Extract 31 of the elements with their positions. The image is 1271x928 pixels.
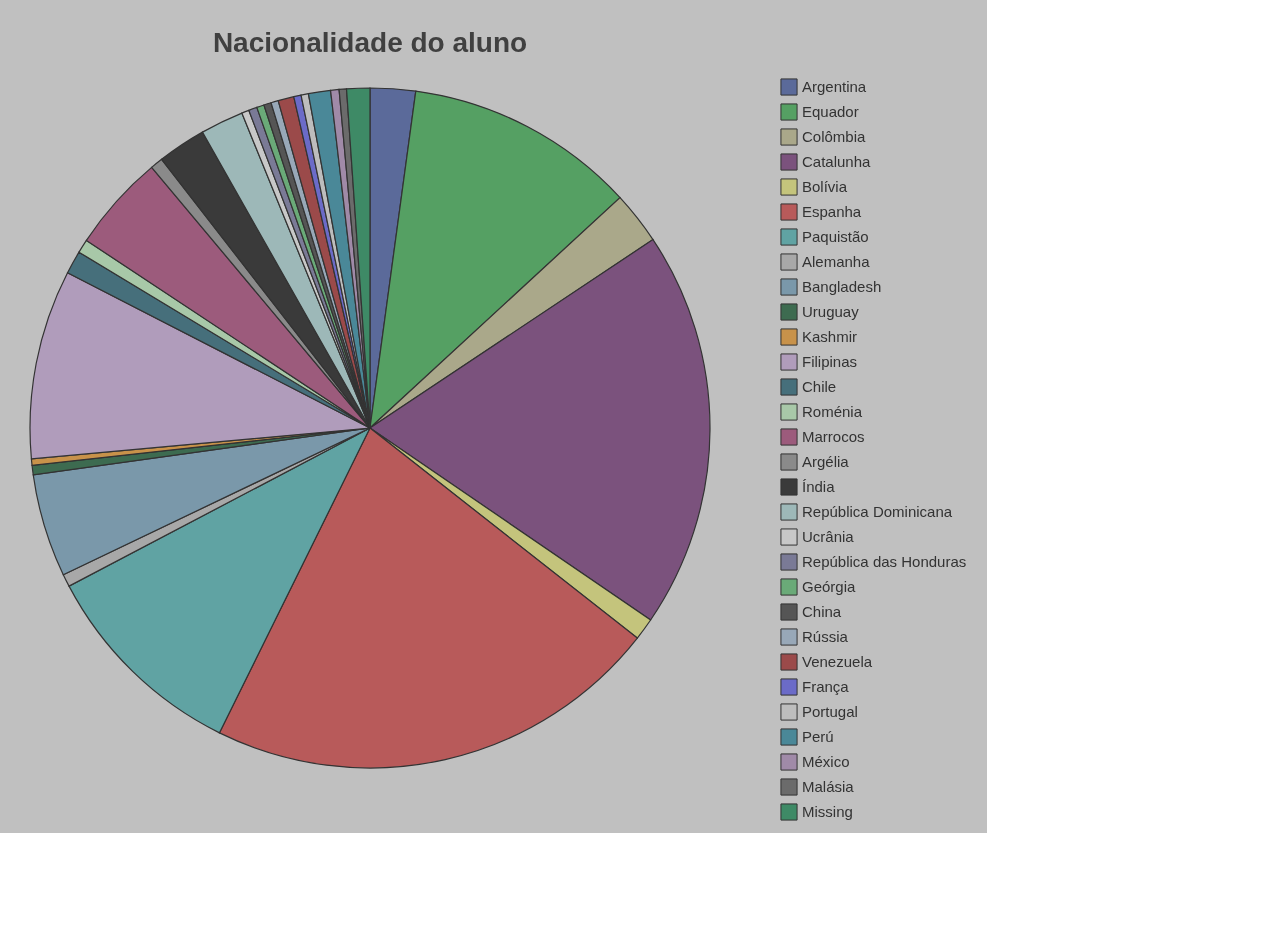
legend-label: Rússia (802, 628, 849, 645)
legend-label: Bolívia (802, 178, 848, 195)
chart-title: Nacionalidade do aluno (212, 27, 528, 58)
legend-label: China (802, 603, 842, 620)
legend-label: Índia (802, 478, 836, 495)
legend-label: Geórgia (802, 578, 857, 595)
legend-label: Marrocos (802, 428, 865, 445)
legend-label: Espanha (802, 203, 862, 220)
legend-label: Bangladesh (802, 278, 882, 295)
legend-label: Kashmir (802, 328, 858, 345)
legend-label: Colômbia (802, 128, 867, 145)
legend-label: Alemanha (802, 253, 871, 270)
legend-label: Perú (802, 728, 834, 745)
legend-label: Catalunha (802, 153, 872, 170)
legend-label: Argélia (802, 453, 850, 470)
legend-label: Venezuela (802, 653, 873, 670)
legend-label: Uruguay (802, 303, 860, 320)
legend-label: Missing (802, 803, 853, 820)
legend-label: Argentina (802, 78, 867, 95)
legend-label: México (802, 753, 850, 770)
legend-label: República das Honduras (802, 553, 967, 570)
legend-label: Paquistão (802, 228, 869, 245)
legend-label: Chile (802, 378, 837, 395)
legend-label: Equador (802, 103, 859, 120)
legend-label: Filipinas (802, 353, 858, 370)
legend-label: Malásia (802, 778, 855, 795)
legend-label: França (802, 678, 850, 695)
legend-label: Roménia (802, 403, 863, 420)
legend-label: Ucrânia (802, 528, 855, 545)
legend-label: Portugal (802, 703, 858, 720)
legend-label: República Dominicana (802, 503, 953, 520)
